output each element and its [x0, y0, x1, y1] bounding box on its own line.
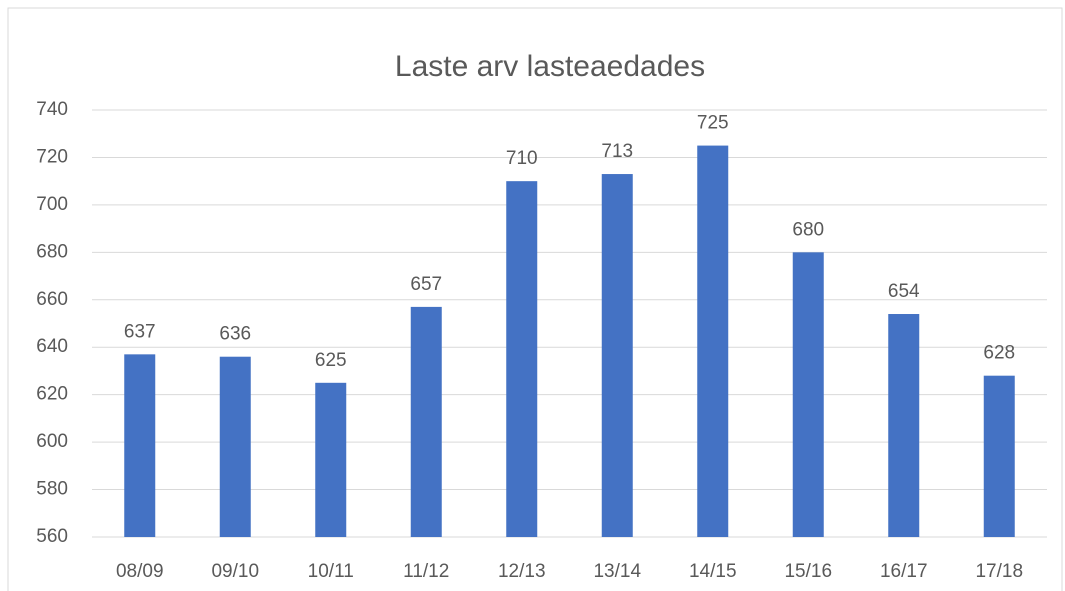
- y-tick-label: 660: [36, 289, 68, 310]
- bar: [792, 252, 824, 538]
- bar: [983, 375, 1015, 537]
- x-tick-label: 10/11: [308, 561, 354, 582]
- y-tick-label: 640: [36, 336, 68, 357]
- x-tick-label: 16/17: [880, 561, 928, 582]
- chart-title: Laste arv lasteaedades: [395, 50, 705, 83]
- bar: [124, 354, 156, 537]
- y-tick-label: 700: [36, 194, 68, 215]
- x-tick-label: 17/18: [975, 561, 1023, 582]
- data-label: 657: [410, 274, 442, 295]
- data-label: 654: [888, 281, 920, 302]
- x-tick-label: 08/09: [116, 561, 164, 582]
- x-tick-label: 15/16: [784, 561, 832, 582]
- data-label: 710: [506, 148, 538, 169]
- x-tick-label: 12/13: [498, 561, 546, 582]
- data-label: 628: [983, 343, 1015, 364]
- bar: [315, 382, 347, 537]
- data-label: 625: [315, 350, 347, 371]
- y-tick-label: 600: [36, 431, 68, 452]
- data-label: 680: [792, 219, 824, 240]
- bar: [410, 306, 442, 537]
- x-tick-label: 14/15: [689, 561, 737, 582]
- y-tick-label: 620: [36, 384, 68, 405]
- data-label: 713: [601, 141, 633, 162]
- x-tick-label: 09/10: [211, 561, 259, 582]
- y-tick-label: 680: [36, 241, 68, 262]
- bar: [888, 314, 920, 537]
- data-label: 637: [124, 321, 156, 342]
- y-tick-label: 720: [36, 146, 68, 167]
- bar: [697, 145, 729, 538]
- data-label: 725: [697, 113, 729, 134]
- x-tick-label: 11/12: [403, 561, 449, 582]
- data-label: 636: [219, 324, 251, 345]
- x-tick-label: 13/14: [593, 561, 641, 582]
- bar: [601, 174, 633, 538]
- y-tick-label: 560: [36, 526, 68, 547]
- y-tick-label: 580: [36, 479, 68, 500]
- y-tick-label: 740: [36, 99, 68, 120]
- bar: [506, 181, 538, 537]
- bar: [219, 356, 251, 537]
